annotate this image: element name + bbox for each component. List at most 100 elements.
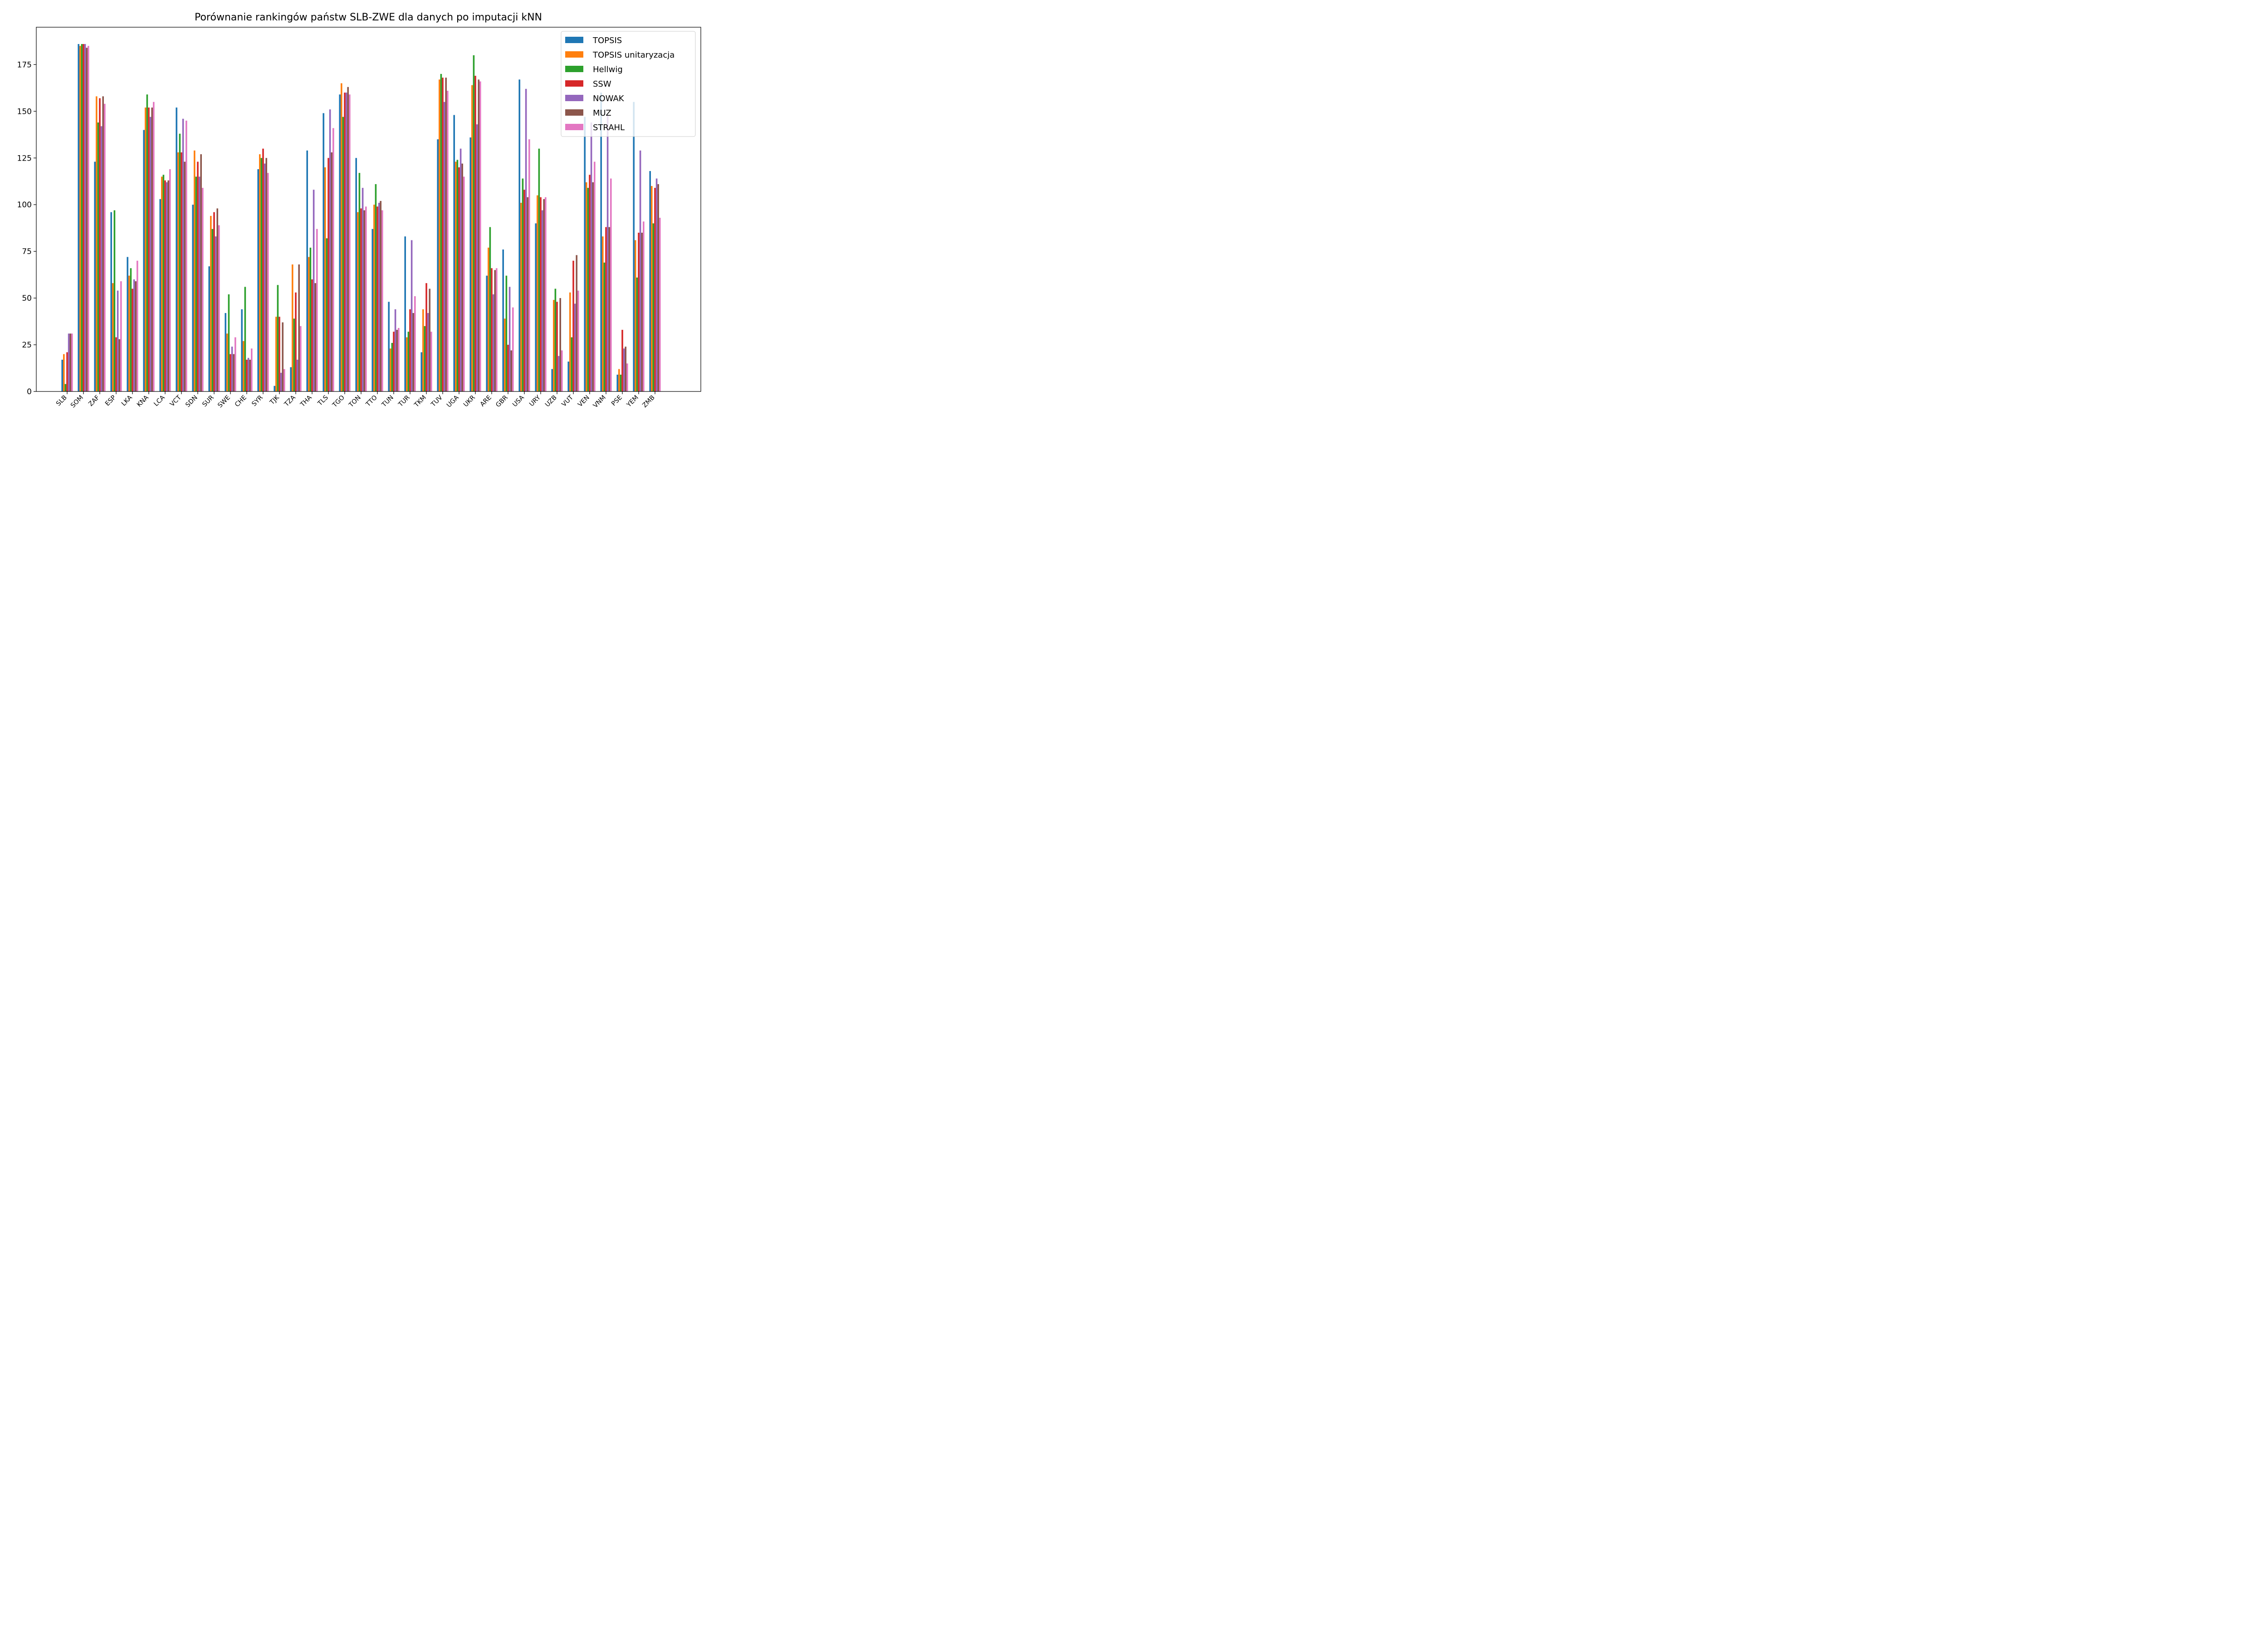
bar <box>471 85 473 391</box>
bar <box>331 152 332 391</box>
bar <box>357 212 359 391</box>
plot-frame <box>36 27 701 392</box>
bar <box>244 287 246 391</box>
bar <box>360 208 362 391</box>
bar <box>78 44 79 391</box>
bar <box>280 372 282 391</box>
legend-label: STRAHL <box>593 123 625 132</box>
bar <box>133 279 135 391</box>
bar <box>391 342 393 391</box>
y-tick-label: 50 <box>22 294 32 303</box>
bar <box>380 200 381 391</box>
bar <box>427 313 429 391</box>
bar <box>625 347 626 391</box>
bar <box>292 264 293 391</box>
bar <box>543 199 545 391</box>
legend-label: NOWAK <box>593 94 625 103</box>
bar <box>151 108 153 391</box>
bar <box>176 108 177 391</box>
bar <box>576 255 577 391</box>
bar <box>398 328 400 391</box>
series-3 <box>66 44 656 392</box>
bar <box>373 205 375 391</box>
bar <box>610 178 612 391</box>
bar <box>494 270 496 391</box>
bar <box>300 326 302 391</box>
bar <box>429 288 430 391</box>
bar <box>440 73 442 391</box>
bar <box>225 313 226 391</box>
bar <box>132 288 133 391</box>
bar <box>396 330 398 391</box>
bar <box>620 374 622 391</box>
bar <box>210 215 212 391</box>
bar <box>230 354 231 391</box>
bar <box>213 212 215 391</box>
bar <box>249 359 251 391</box>
bar <box>623 348 625 391</box>
bar <box>130 268 132 391</box>
bar <box>445 78 447 391</box>
bar <box>257 169 259 391</box>
chart-title: Porównanie rankingów państw SLB-ZWE dla … <box>195 12 542 23</box>
bar <box>411 240 413 391</box>
bar <box>324 167 326 391</box>
bar <box>394 309 396 391</box>
bar <box>313 190 315 391</box>
bar <box>390 348 391 391</box>
bar <box>308 257 310 391</box>
bar <box>553 300 555 391</box>
y-tick-label: 100 <box>17 200 32 210</box>
bar <box>162 175 165 391</box>
bar <box>654 188 656 391</box>
bar <box>520 203 522 391</box>
bar <box>602 236 604 391</box>
bar <box>137 260 138 391</box>
bar <box>66 352 68 391</box>
bar <box>406 337 408 391</box>
legend-swatch <box>565 80 583 87</box>
bar <box>296 359 298 391</box>
bar <box>128 275 130 391</box>
bar <box>409 309 411 391</box>
legend-box <box>561 31 696 137</box>
bar <box>96 96 98 392</box>
bar <box>267 173 269 391</box>
bar <box>120 281 122 391</box>
bar <box>541 210 543 391</box>
bar <box>265 158 267 391</box>
bar <box>153 102 155 392</box>
y-axis: 0 25 50 75 100 125 150 175 <box>17 60 36 396</box>
bar <box>528 139 530 392</box>
bar <box>184 161 186 391</box>
bar <box>218 225 220 391</box>
y-tick-label: 75 <box>22 247 32 256</box>
bar <box>63 354 65 391</box>
bar <box>605 227 607 391</box>
bar <box>182 118 184 391</box>
bar <box>567 362 569 391</box>
bar <box>177 152 179 391</box>
bar <box>527 197 528 391</box>
bar <box>81 44 83 391</box>
chart: Porównanie rankingów państw SLB-ZWE dla … <box>0 0 709 425</box>
bar <box>569 292 571 391</box>
bar <box>326 238 328 391</box>
bar <box>652 223 655 391</box>
bar <box>166 182 168 391</box>
bar <box>507 345 509 391</box>
bar <box>247 357 249 391</box>
bar <box>502 249 504 391</box>
bar <box>649 171 651 391</box>
bar <box>277 285 279 391</box>
bar <box>181 152 182 391</box>
bar <box>211 229 214 391</box>
bar <box>540 197 542 391</box>
bar <box>323 113 324 391</box>
bar <box>355 158 357 391</box>
bar <box>559 298 561 391</box>
bar <box>459 148 462 391</box>
bar <box>148 108 150 391</box>
y-tick-label: 25 <box>22 341 32 350</box>
bar <box>68 333 70 391</box>
